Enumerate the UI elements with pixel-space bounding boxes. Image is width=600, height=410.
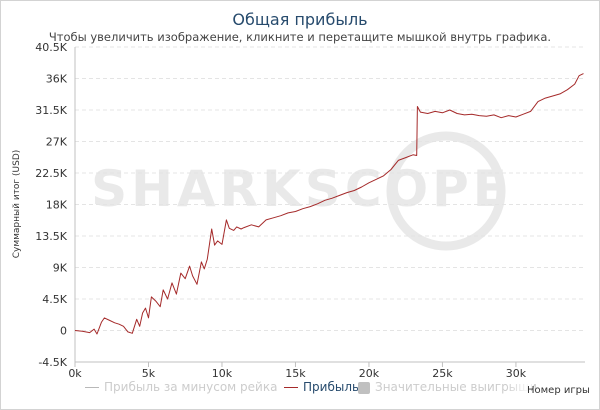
- watermark-text: SHARKSCOPE: [91, 160, 511, 218]
- legend-box-icon: [358, 381, 370, 394]
- y-axis-title: Суммарный итог (USD): [12, 150, 22, 259]
- y-tick-label: 36K: [46, 73, 68, 86]
- chart-title: Общая прибыль: [232, 10, 368, 29]
- y-tick-label: 22.5K: [35, 167, 67, 180]
- chart-subtitle: Чтобы увеличить изображение, кликните и …: [48, 30, 552, 44]
- y-tick-label: 9K: [53, 262, 68, 275]
- x-tick-label: 30k: [506, 367, 527, 380]
- watermark-scope-icon: [386, 131, 506, 251]
- legend: Прибыль за минусом рейка Прибыль Значите…: [1, 380, 599, 398]
- y-tick-label: 40.5K: [35, 41, 67, 54]
- legend-label: Значительные выигрыши: [375, 380, 537, 394]
- legend-label: Прибыль за минусом рейка: [104, 380, 278, 394]
- legend-item-profit[interactable]: Прибыль: [284, 380, 359, 394]
- x-tick-label: 20k: [359, 367, 380, 380]
- series: [74, 73, 584, 335]
- legend-line-icon: [85, 387, 99, 388]
- x-tick-label: 25k: [432, 367, 453, 380]
- axes: -4.5K 0 4.5K 9K 13.5K 18K 22.5K 27K 31.5K 36K 40.5…: [35, 41, 585, 380]
- legend-fade: [506, 380, 531, 398]
- y-tick-label: 13.5K: [35, 230, 67, 243]
- legend-line-icon: [284, 387, 298, 388]
- grid: [75, 46, 585, 363]
- y-tick-label: -4.5K: [38, 356, 67, 369]
- y-tick-label: 27K: [46, 136, 68, 149]
- legend-item-big-wins[interactable]: Значительные выигрыши: [358, 380, 537, 394]
- y-tick-label: 0: [60, 325, 67, 338]
- watermark: SHARKSCOPE: [91, 131, 511, 251]
- x-tick-label: 5k: [142, 367, 156, 380]
- x-tick-label: 15k: [285, 367, 306, 380]
- legend-label: Прибыль: [303, 380, 360, 394]
- x-tick-label: 10k: [212, 367, 233, 380]
- y-tick-label: 18K: [46, 199, 68, 212]
- series-line-profit[interactable]: [74, 73, 584, 335]
- y-tick-label: 31.5K: [35, 104, 67, 117]
- x-axis-title: Номер игры: [527, 385, 590, 396]
- y-tick-label: 4.5K: [42, 293, 67, 306]
- legend-item-net-rake[interactable]: Прибыль за минусом рейка: [85, 380, 277, 394]
- x-tick-label: 0k: [68, 367, 82, 380]
